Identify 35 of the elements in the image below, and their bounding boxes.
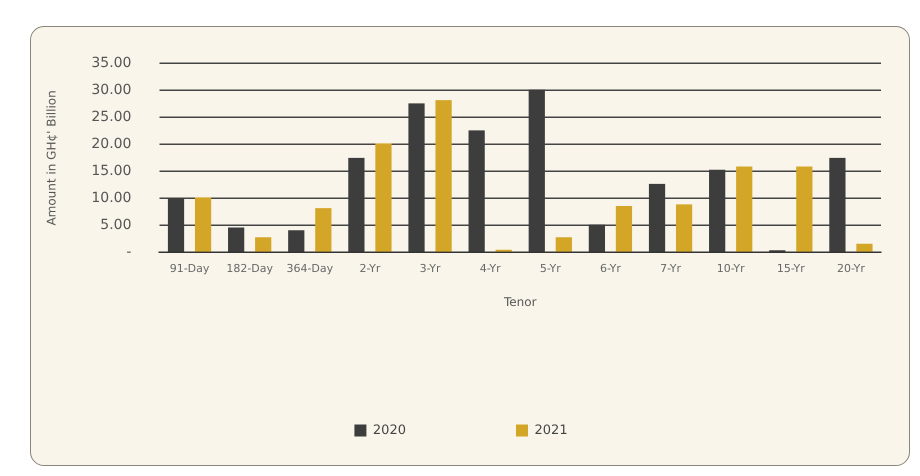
- bar: [856, 244, 873, 252]
- x-tick-label: 20-Yr: [836, 262, 866, 275]
- x-tick-label: 15-Yr: [776, 262, 806, 275]
- bar: [676, 204, 692, 252]
- x-axis-title: Tenor: [502, 294, 537, 309]
- legend-label: 2021: [534, 422, 568, 438]
- bar: [194, 197, 212, 252]
- bar: [375, 143, 392, 252]
- bar: [435, 100, 452, 252]
- y-axis-title: Amount in GH¢' Billion: [44, 90, 58, 226]
- bar: [616, 206, 632, 252]
- bar: [255, 237, 272, 252]
- x-tick-label: 91-Day: [170, 262, 210, 275]
- x-tick-label: 6-Yr: [600, 262, 622, 275]
- bar: [736, 166, 752, 252]
- legend-label: 2020: [372, 422, 406, 438]
- x-tick-label: 5-Yr: [540, 262, 562, 275]
- bar: [796, 166, 812, 252]
- y-tick-label: 35.00: [91, 55, 132, 72]
- x-tick-label: 3-Yr: [420, 262, 441, 275]
- bar: [556, 237, 572, 252]
- y-tick-label: -: [126, 244, 132, 260]
- x-tick-label: 7-Yr: [660, 262, 682, 275]
- x-tick-label: 10-Yr: [716, 262, 746, 275]
- bar: [315, 208, 332, 252]
- x-tick-label: 364-Day: [286, 262, 334, 275]
- y-tick-label: 20.00: [91, 136, 132, 152]
- y-tick-label: 30.00: [91, 82, 132, 98]
- x-tick-label: 4-Yr: [480, 262, 502, 275]
- x-tick-label: 182-Day: [226, 262, 274, 275]
- y-tick-label: 15.00: [91, 163, 132, 180]
- y-tick-label: 10.00: [91, 190, 132, 206]
- y-tick-label: 5.00: [100, 217, 132, 234]
- x-tick-label: 2-Yr: [359, 262, 381, 275]
- y-tick-label: 25.00: [91, 109, 132, 126]
